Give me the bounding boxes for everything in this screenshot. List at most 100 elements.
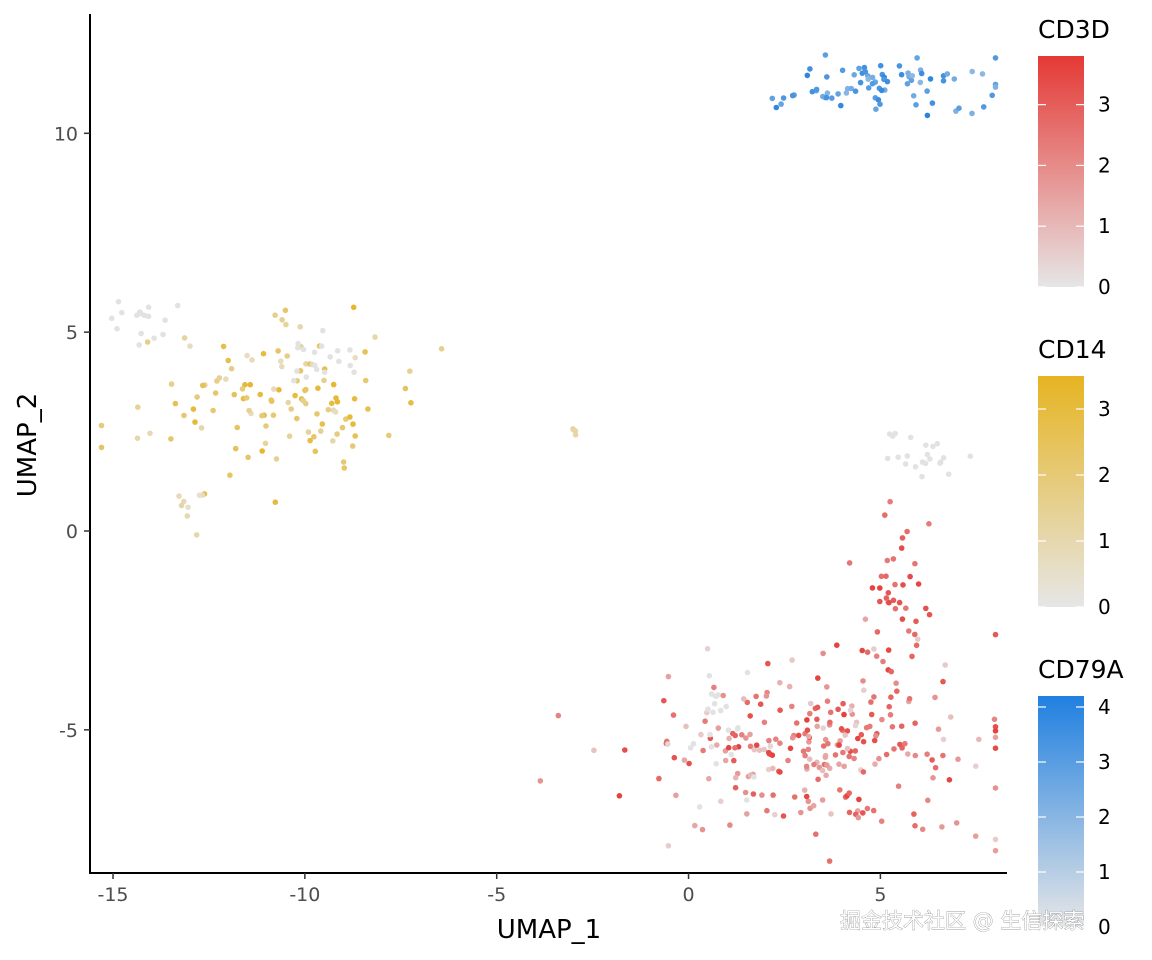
scatter-point [992,836,999,843]
scatter-point [953,820,960,826]
scatter-point [867,723,873,730]
scatter-point [894,688,900,694]
scatter-point [910,93,917,99]
scatter-point [989,92,995,99]
scatter-point [725,744,732,751]
scatter-point [825,740,831,747]
scatter-point [892,430,898,437]
scatter-point [212,390,219,396]
scatter-point [591,747,597,754]
x-axis-title: UMAP_1 [497,915,601,945]
scatter-point [844,745,851,752]
scatter-point [907,573,913,580]
scatter-point [810,802,817,809]
scatter-point [804,717,810,723]
scatter-point [336,358,342,365]
scatter-point [836,761,842,767]
scatter-point [773,736,779,742]
scatter-point [909,73,916,79]
scatter-point [249,357,255,363]
scatter-point [890,597,897,604]
scatter-point [707,731,713,738]
scatter-point [311,434,317,440]
scatter-point [330,438,336,444]
scatter-point [846,753,852,760]
scatter-point [829,95,835,101]
legend-title: CD14 [1038,335,1107,364]
scatter-point [114,325,120,332]
scatter-point [929,757,935,763]
scatter-point [919,826,926,833]
scatter-point [352,354,359,361]
scatter-point [823,772,829,779]
legend-cd3d: CD3D 0 1 2 3 [1038,15,1111,299]
scatter-point [824,684,830,690]
scatter-point [955,756,961,762]
scatter-point [134,312,140,319]
scatter-point [828,811,834,817]
scatter-point [841,711,847,718]
scatter-point [858,731,865,738]
scatter-point [932,764,939,771]
scatter-point [913,102,919,108]
scatter-point [934,440,941,447]
scatter-point [247,381,254,388]
scatter-point [227,472,233,479]
scatter-point [878,818,885,824]
scatter-point [886,703,892,710]
scatter-point [873,106,879,112]
scatter-point [318,343,325,350]
scatter-point [879,716,885,723]
y-tick-label: -5 [59,720,78,742]
scatter-point [190,406,197,412]
scatter-point [305,429,312,435]
scatter-point [888,668,895,675]
scatter-point [234,424,240,431]
scatter-point [765,660,771,667]
scatter-point [887,498,893,505]
scatter-point [710,709,716,716]
scatter-point [262,440,269,447]
scatter-point [372,334,378,340]
scatter-point [138,330,144,337]
scatter-point [840,700,846,707]
scatter-points [98,52,999,864]
scatter-point [172,400,179,407]
scatter-point [742,789,749,796]
scatter-point [327,354,334,360]
scatter-point [184,513,191,519]
scatter-point [303,386,309,393]
scatter-point [926,521,932,527]
scatter-point [272,499,279,506]
scatter-point [174,302,181,309]
scatter-point [744,669,751,676]
scatter-point [365,406,371,412]
scatter-point [924,112,931,119]
scatter-point [904,453,911,459]
scatter-point [151,335,157,342]
scatter-point [726,735,732,742]
scatter-point [295,345,301,351]
legend-tick-label: 1 [1098,214,1111,238]
scatter-point [699,826,706,833]
scatter-point [727,822,733,828]
y-tick-label: 10 [54,123,78,145]
scatter-point [780,813,787,819]
scatter-point [912,720,918,726]
scatter-point [665,673,672,680]
scatter-point [905,70,911,76]
scatter-point [665,843,672,849]
scatter-point [837,738,843,744]
scatter-point [897,741,903,748]
scatter-point [181,412,187,419]
scatter-point [992,728,999,734]
scatter-point [773,104,780,111]
scatter-point [181,335,188,341]
scatter-point [804,727,811,733]
scatter-point [862,616,869,622]
scatter-point [856,65,862,72]
scatter-point [340,459,347,465]
legend-tick-label: 2 [1098,153,1111,177]
scatter-point [407,368,413,375]
scatter-point [883,751,890,758]
